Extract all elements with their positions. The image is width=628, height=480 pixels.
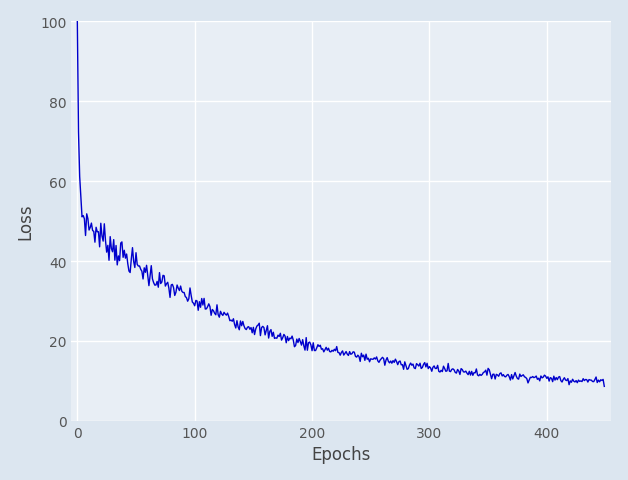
- Y-axis label: Loss: Loss: [17, 204, 35, 240]
- X-axis label: Epochs: Epochs: [311, 445, 371, 463]
